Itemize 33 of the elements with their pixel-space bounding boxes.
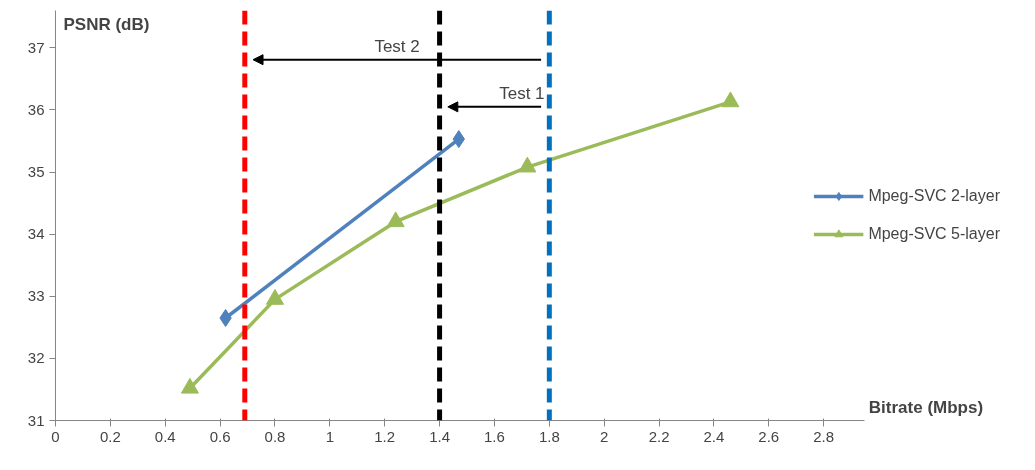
y-tick-label: 35 <box>27 163 45 181</box>
point <box>386 211 405 228</box>
y-tick-label: 36 <box>27 100 45 118</box>
point <box>721 91 740 108</box>
annotation: Test 2 <box>374 36 420 56</box>
x-tick-label: 0.8 <box>264 427 286 445</box>
x-tick-label: 2.8 <box>813 427 835 445</box>
y-tick-label: 32 <box>27 349 45 367</box>
x-tick-label: 2.2 <box>648 427 670 445</box>
x-tick-label: 1.2 <box>374 427 396 445</box>
x-tick-label: 1.4 <box>429 427 451 445</box>
x-tick-label: 2 <box>600 427 609 445</box>
y-tick-label: 31 <box>27 411 45 429</box>
point <box>265 289 284 305</box>
x-tick-label: 2.4 <box>703 427 725 445</box>
x-tick-label: 1 <box>325 427 335 445</box>
x-tick-label: 0.4 <box>154 427 176 445</box>
point <box>180 377 199 394</box>
x-tick-label: 1.8 <box>538 427 560 445</box>
y-tick-label: 37 <box>27 38 45 56</box>
x-tick-label: 0.2 <box>99 427 121 445</box>
point <box>518 156 537 173</box>
x-tick-label: 0 <box>51 427 60 445</box>
x-tick-label: 1.6 <box>484 427 505 445</box>
y-tick-label: 33 <box>27 287 45 305</box>
annotation: Test 1 <box>499 83 545 103</box>
legend-label: Mpeg-SVC 5-layer <box>868 225 1000 243</box>
x-axis-title: Bitrate (Mbps) <box>868 397 984 417</box>
x-tick-label: 0.6 <box>209 427 231 445</box>
x-tick-label: 2.6 <box>758 427 780 445</box>
y-tick-label: 34 <box>27 225 45 243</box>
y-axis-title: PSNR (dB) <box>63 14 150 34</box>
legend-label: Mpeg-SVC 2-layer <box>868 187 1000 205</box>
